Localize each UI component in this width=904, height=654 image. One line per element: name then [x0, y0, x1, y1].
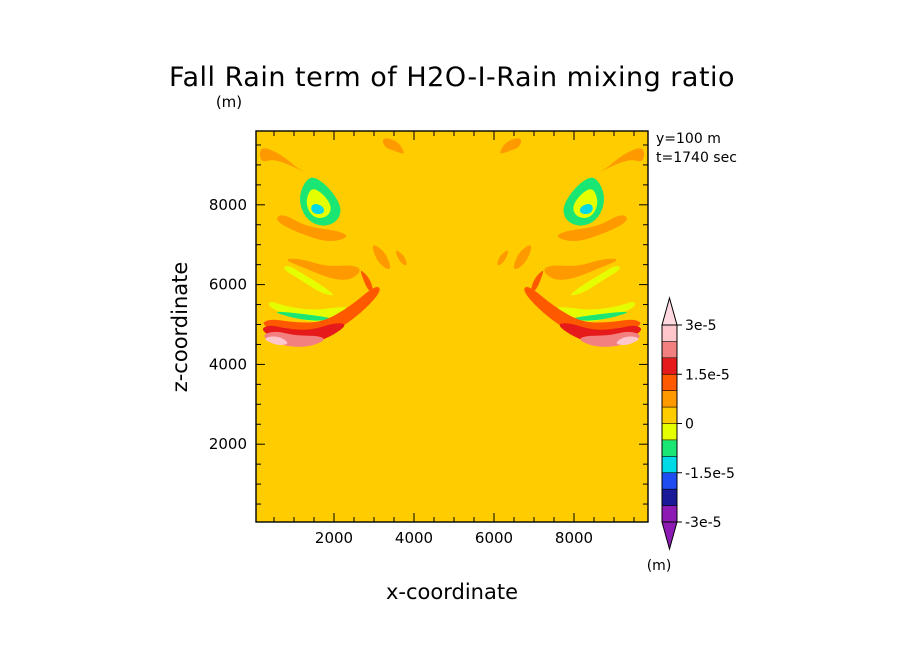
axis-ticks [256, 131, 648, 522]
contour-region-12-left [263, 286, 380, 339]
contour-region-3-right [571, 266, 620, 296]
colorbar-label: 0 [685, 417, 694, 433]
colorbar-swatch [662, 390, 677, 408]
contour-region-6-right [594, 148, 644, 175]
x-tick-label: 6000 [475, 529, 513, 547]
colorbar-swatch [662, 374, 677, 391]
contour-region-4-left [268, 302, 351, 322]
y-axis-label: z-coordinate [168, 262, 192, 393]
colorbar-swatch [662, 357, 677, 375]
contour-region-9-left [382, 138, 404, 154]
annotation-t: t=1740 sec [656, 150, 737, 166]
colorbar-swatch [662, 341, 677, 359]
colorbar: 3e-5 1.5e-5 0 -1.5e-5 -3e-5 [661, 296, 735, 551]
contour-region-10-right [513, 245, 532, 269]
axis-tick-labels: 2000 4000 6000 8000 2000 4000 6000 8000 [209, 196, 593, 547]
x-tick-label: 4000 [395, 529, 433, 547]
colorbar-swatch [662, 472, 677, 490]
contour-region-8-left [287, 258, 360, 280]
colorbar-label: -3e-5 [685, 515, 722, 531]
contour-region-17-left [270, 338, 283, 344]
y-tick-label: 4000 [209, 355, 247, 373]
colorbar-label: 3e-5 [685, 318, 716, 334]
contour-region-5-left [276, 311, 330, 321]
x-axis-label: x-coordinate [386, 580, 518, 604]
contour-region-10-left [372, 245, 391, 269]
colorbar-swatch [662, 407, 677, 424]
colorbar-swatch [662, 439, 677, 457]
contour-region-13-left [360, 270, 373, 292]
y-tick-label: 8000 [209, 196, 247, 214]
contour-region-9-right [500, 138, 522, 154]
colorbar-extend-top [661, 296, 678, 326]
annotation-y: y=100 m [656, 131, 721, 147]
contour-region-7-right [557, 215, 627, 241]
contour-region-5-right [574, 311, 628, 321]
colorbar-swatch [662, 456, 677, 474]
contour-region-2-left [311, 204, 324, 215]
colorbar-label: -1.5e-5 [685, 466, 735, 482]
colorbar-label: 1.5e-5 [685, 367, 730, 383]
chart-title: Fall Rain term of H2O-I-Rain mixing rati… [169, 62, 735, 93]
contour-region-17-right [621, 338, 634, 344]
contour-region-4-right [553, 302, 636, 322]
x-tick-label: 8000 [555, 529, 593, 547]
y-tick-label: 6000 [209, 276, 247, 294]
colorbar-swatch [662, 505, 677, 523]
contour-region-2-right [580, 204, 593, 215]
contour-region-12-right [524, 286, 641, 339]
title-unit: (m) [216, 93, 242, 111]
contour-field [260, 138, 644, 347]
contour-region-11-left [395, 250, 407, 266]
colorbar-swatch [662, 423, 677, 441]
contour-region-3-left [284, 266, 333, 296]
y-tick-label: 2000 [209, 435, 247, 453]
colorbar-unit: (m) [647, 558, 672, 574]
colorbar-extend-bottom [661, 521, 678, 551]
contour-region-6-left [260, 148, 310, 175]
plot-frame [255, 130, 649, 523]
x-tick-label: 2000 [315, 529, 353, 547]
contour-region-7-left [277, 215, 347, 241]
contour-region-8-right [544, 258, 617, 280]
contour-region-11-right [497, 250, 509, 266]
colorbar-swatch [662, 325, 677, 342]
contour-region-13-right [531, 270, 544, 292]
colorbar-swatch [662, 489, 677, 506]
